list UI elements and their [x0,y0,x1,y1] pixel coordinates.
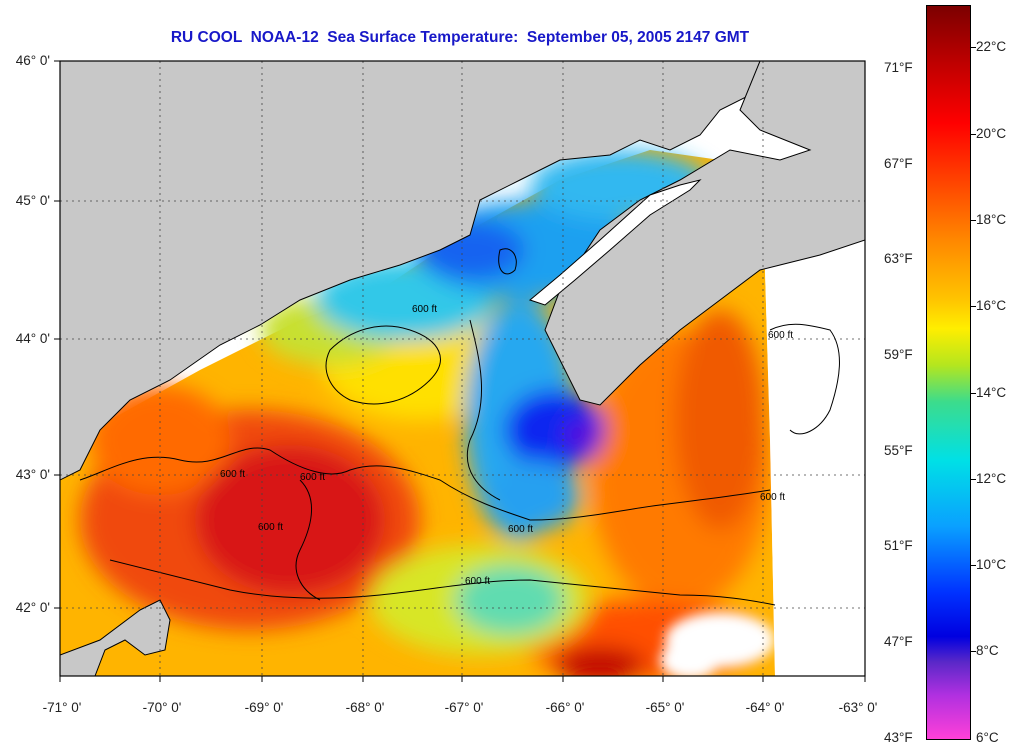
lon-label: -65° 0' [645,700,685,715]
contour-label: 600 ft [768,330,793,341]
contour-label: 600 ft [508,524,533,535]
lat-label: 42° 0' [15,600,50,615]
lon-label: -69° 0' [244,700,284,715]
fahrenheit-label: 67°F [884,156,913,171]
celsius-label: 16°C [976,298,1007,313]
colorbar [926,5,971,740]
contour-label: 600 ft [300,472,325,483]
celsius-label: 22°C [976,39,1007,54]
celsius-label: 10°C [976,557,1007,572]
land [60,61,865,676]
fahrenheit-label: 43°F [884,730,913,745]
lat-label: 43° 0' [15,467,50,482]
celsius-label: 12°C [976,471,1007,486]
contour-label: 600 ft [760,492,785,503]
lat-label: 45° 0' [15,193,50,208]
contour-label: 600 ft [465,576,490,587]
contour-label: 600 ft [258,522,283,533]
celsius-label: 14°C [976,385,1007,400]
lon-label: -64° 0' [745,700,785,715]
celsius-label: 6°C [976,730,999,745]
celsius-label: 8°C [976,643,999,658]
graticule [60,61,865,676]
lat-label: 46° 0' [15,53,50,68]
fahrenheit-label: 63°F [884,251,913,266]
celsius-label: 18°C [976,212,1007,227]
contour-label: 600 ft [220,469,245,480]
lon-label: -70° 0' [142,700,182,715]
lon-label: -71° 0' [42,700,82,715]
lon-label: -68° 0' [345,700,385,715]
fahrenheit-label: 51°F [884,538,913,553]
fahrenheit-label: 47°F [884,634,913,649]
fahrenheit-label: 71°F [884,60,913,75]
contour-label: 600 ft [412,304,437,315]
celsius-label: 20°C [976,126,1007,141]
lat-label: 44° 0' [15,331,50,346]
map-title: RU COOL NOAA-12 Sea Surface Temperature:… [170,29,750,46]
lon-label: -63° 0' [838,700,878,715]
depth-contours [79,248,840,606]
lon-label: -67° 0' [444,700,484,715]
fahrenheit-label: 59°F [884,347,913,362]
lon-label: -66° 0' [545,700,585,715]
contour-labels: 600 ft 600 ft 600 ft 600 ft 600 ft 600 f… [220,304,793,587]
fahrenheit-label: 55°F [884,443,913,458]
